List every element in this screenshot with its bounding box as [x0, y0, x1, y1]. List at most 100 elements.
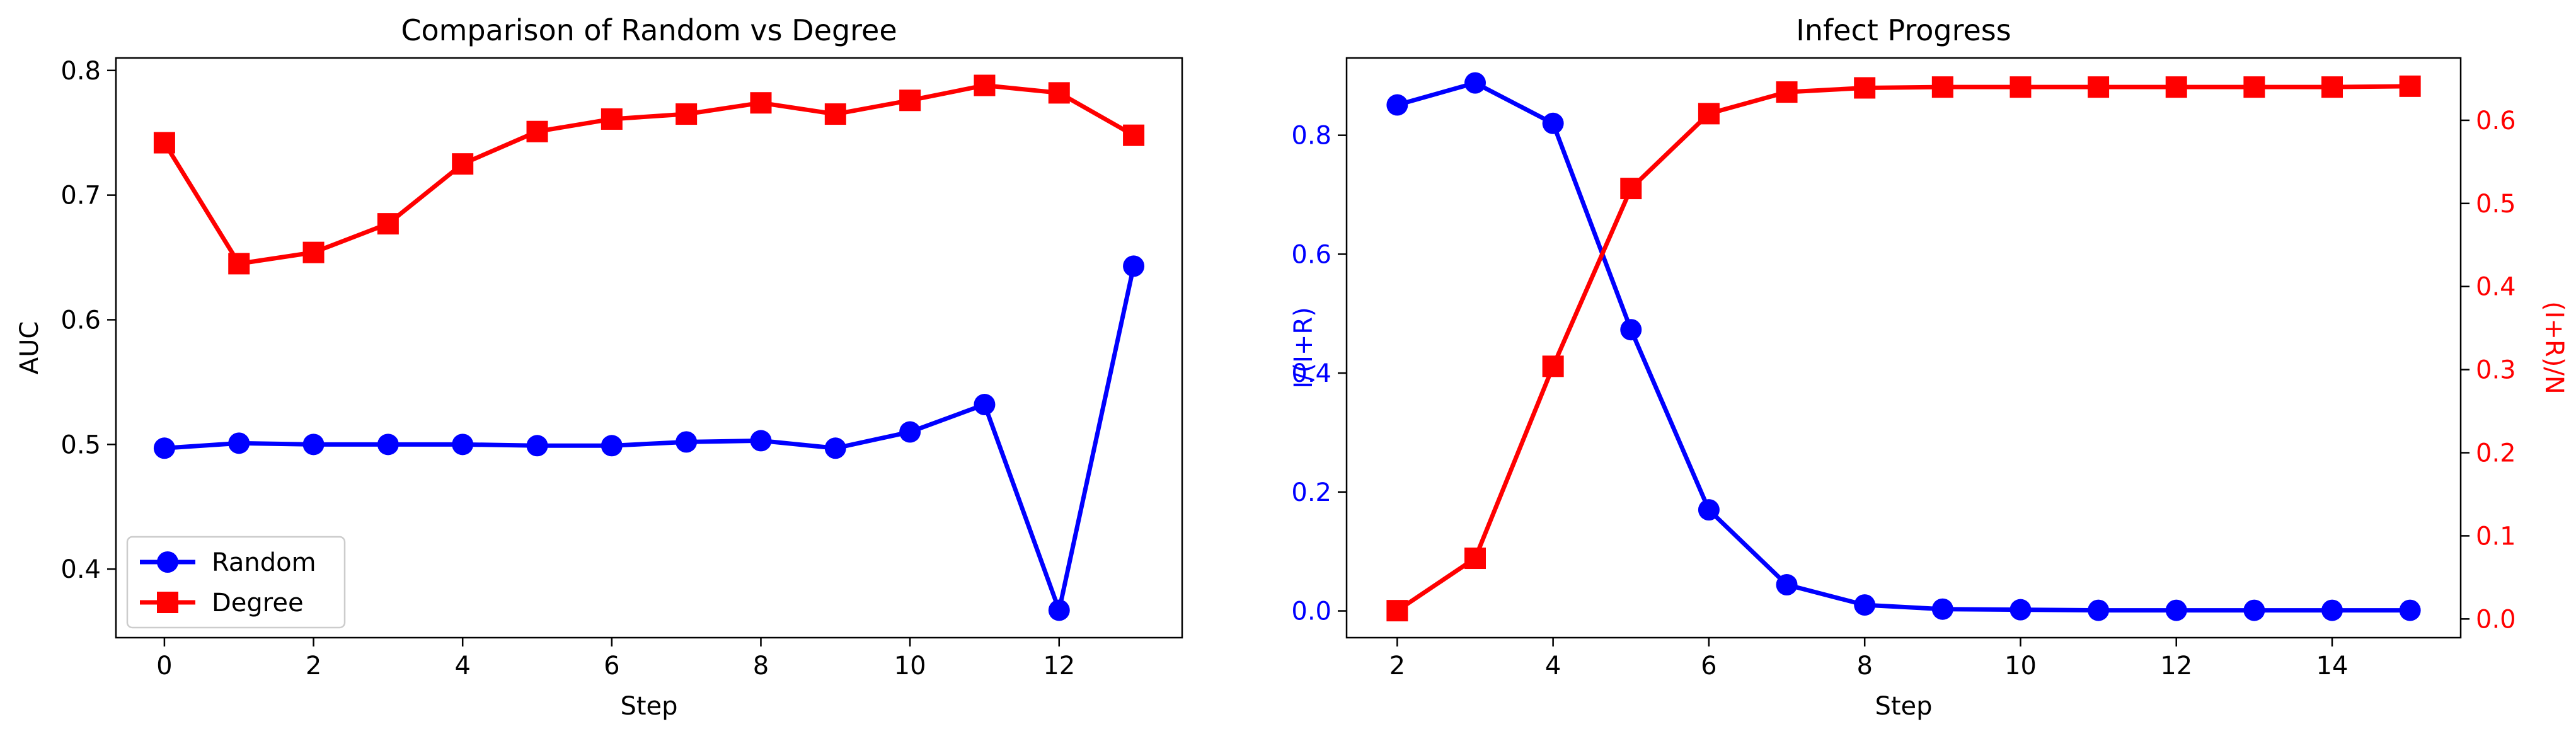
series-degree-point: [153, 132, 175, 154]
series-random-point: [1048, 599, 1070, 621]
y-tick-label: 0.6: [60, 306, 101, 335]
series-degree-point: [899, 89, 921, 112]
right-y-tick-label: 0.2: [2476, 439, 2516, 468]
series-right-axis-point: [2321, 76, 2343, 98]
series-random-point: [452, 434, 474, 456]
series-right-axis-point: [2010, 76, 2032, 98]
right-y-tick-label: 0.5: [2476, 190, 2516, 219]
y-tick-label: 0.5: [60, 430, 101, 459]
x-tick-label: 2: [1389, 652, 1405, 681]
series-left-axis-point: [1542, 112, 1564, 134]
right-y-tick-label: 0.6: [2476, 106, 2516, 135]
series-random-point: [526, 435, 548, 457]
legend-marker: [157, 551, 178, 573]
series-degree-point: [750, 92, 772, 114]
series-right-axis-point: [2399, 75, 2421, 97]
series-left-axis-point: [1464, 72, 1486, 94]
series-random-point: [1123, 255, 1145, 277]
series-left-axis-point: [1931, 598, 1953, 620]
chart-title: Comparison of Random vs Degree: [401, 13, 897, 47]
y-tick-label: 0.7: [60, 181, 101, 210]
series-degree-point: [377, 213, 399, 235]
series-random-point: [601, 435, 623, 457]
series-left-axis-point: [2321, 599, 2343, 621]
y-tick-label: 0.4: [60, 555, 101, 584]
legend-label: Degree: [212, 589, 304, 618]
x-tick-label: 2: [306, 652, 321, 681]
series-left-axis-point: [2399, 599, 2421, 621]
chart-auc-comparison: Comparison of Random vs Degree 0.4 0.5 0.6 0…: [15, 13, 1183, 721]
x-tick-label: 10: [894, 652, 926, 681]
x-tick-label: 8: [1856, 652, 1872, 681]
series-left-axis-point: [1620, 319, 1642, 341]
y-tick-label: 0.8: [60, 57, 101, 86]
x-tick-label: 6: [604, 652, 619, 681]
series-random-point: [824, 437, 846, 459]
series-left-axis-line: [1396, 81, 2410, 613]
series-random-line: [164, 265, 1136, 612]
right-y-axis-label: (I+R)/N: [2539, 301, 2568, 394]
series-degree-point: [302, 241, 325, 263]
x-tick-label: 4: [1545, 652, 1561, 681]
series-right-axis-point: [1620, 178, 1642, 200]
series-right-axis-point: [2165, 76, 2187, 98]
left-y-tick-label: 0.0: [1291, 597, 1331, 626]
series-degree-point: [676, 103, 698, 125]
series-left-axis-point: [2165, 599, 2187, 621]
right-y-tick-label: 0.1: [2476, 522, 2516, 551]
series-degree-point: [228, 253, 250, 275]
series-right-axis-point: [1464, 548, 1486, 570]
series-left-axis-point: [1698, 499, 1720, 521]
x-axis-label: Step: [620, 692, 677, 721]
x-tick-label: 10: [2004, 652, 2037, 681]
x-tick-label: 0: [156, 652, 172, 681]
series-left-axis-point: [2010, 599, 2032, 621]
plot-frame: [115, 57, 1183, 639]
series-degree-point: [526, 120, 548, 142]
series-left-axis-point: [2088, 599, 2110, 621]
series-right-axis-line: [1396, 84, 2410, 613]
chart-infect-progress: Infect Progress 0.0 0.2 0.4 0.6 0.8 I/(I+R) 0.0…: [1289, 13, 2568, 721]
legend-marker: [157, 592, 178, 613]
x-tick-label: 14: [2316, 652, 2349, 681]
series-right-axis-point: [1386, 600, 1408, 622]
left-y-tick-label: 0.8: [1291, 122, 1331, 151]
series-degree-line: [162, 83, 1135, 266]
plot-frame: [1345, 57, 2462, 639]
left-y-tick-label: 0.6: [1291, 240, 1331, 269]
series-degree-point: [1048, 82, 1070, 104]
series-right-axis-point: [2243, 76, 2265, 98]
x-tick-label: 6: [1701, 652, 1716, 681]
x-tick-label: 12: [1043, 652, 1075, 681]
series-random-point: [302, 434, 325, 456]
legend: Random Degree: [126, 536, 346, 629]
series-degree-point: [974, 74, 996, 96]
series-left-axis-point: [1854, 594, 1876, 616]
right-y-tick-label: 0.0: [2476, 605, 2516, 634]
legend-box: [126, 536, 346, 629]
y-axis-label: AUC: [15, 321, 44, 375]
x-tick-label: 8: [753, 652, 769, 681]
legend-item: Degree: [140, 589, 304, 618]
legend-item: Random: [140, 548, 316, 577]
series-random-point: [974, 394, 996, 416]
left-y-axis-label: I/(I+R): [1289, 307, 1318, 389]
series-right-axis-point: [1542, 355, 1564, 377]
legend-label: Random: [212, 548, 316, 577]
x-tick-label: 12: [2160, 652, 2192, 681]
series-random-point: [750, 430, 772, 452]
series-random-point: [899, 421, 921, 443]
series-degree-point: [1123, 124, 1145, 146]
series-right-axis-point: [1854, 77, 1876, 99]
series-random-point: [228, 432, 250, 454]
series-right-axis-point: [2088, 76, 2110, 98]
series-random-point: [676, 431, 698, 453]
series-random-point: [153, 437, 175, 459]
chart-title: Infect Progress: [1796, 13, 2011, 47]
series-left-axis-point: [1776, 574, 1798, 596]
left-y-tick-label: 0.4: [1291, 359, 1331, 388]
series-right-axis-point: [1776, 81, 1798, 103]
series-right-axis-point: [1698, 103, 1720, 125]
series-right-axis-point: [1931, 76, 1953, 98]
